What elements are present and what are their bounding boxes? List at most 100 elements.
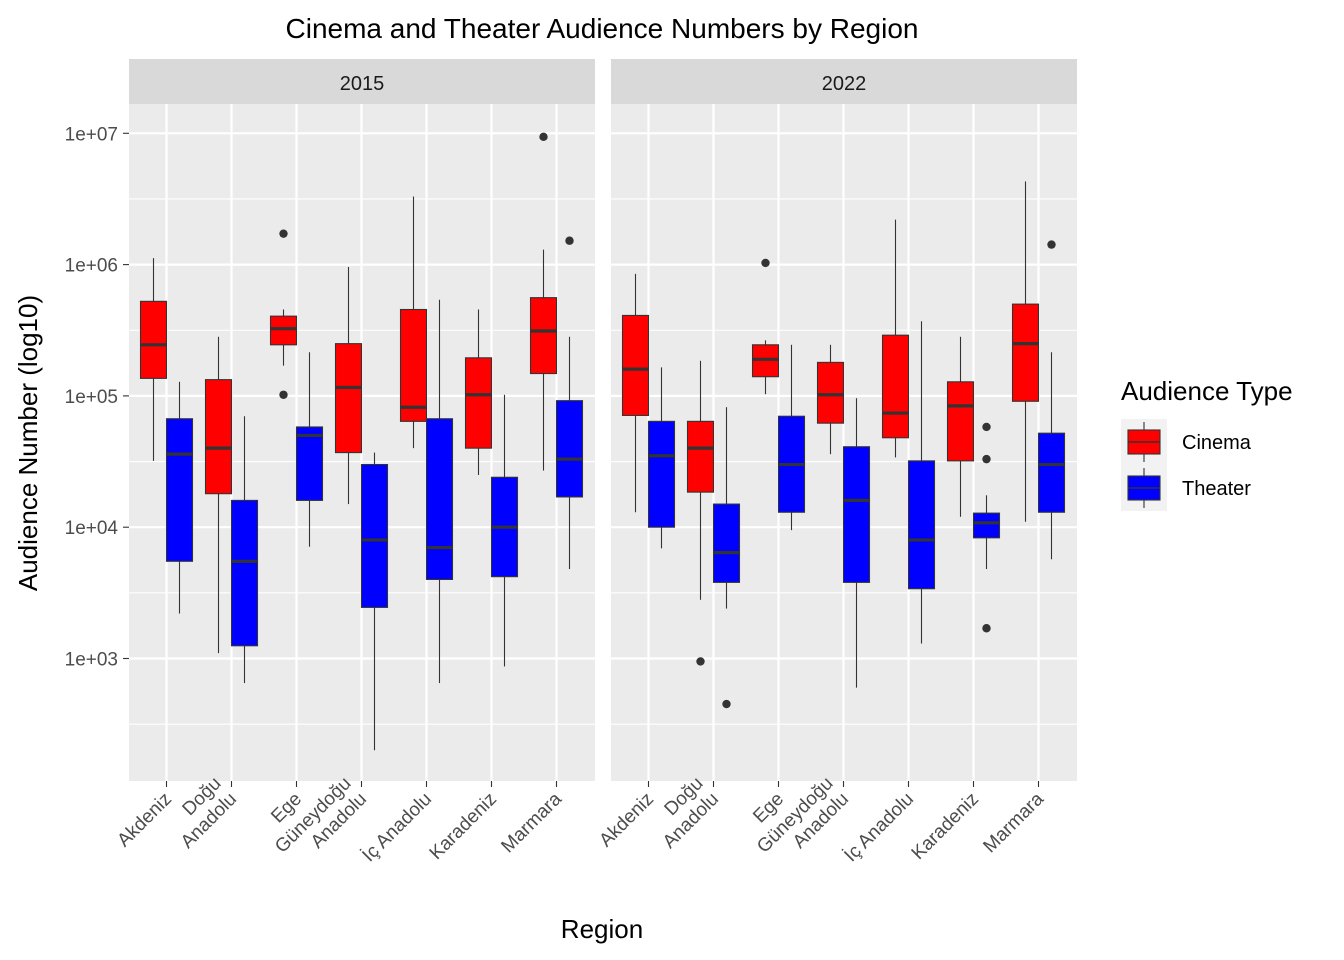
x-tick-label: İç Anadolu [358,789,436,867]
facet-strip [611,59,1077,104]
box-iqr [204,379,233,495]
x-tick-label: Akdeniz [113,789,176,852]
y-tick-label: 1e+06 [65,256,118,277]
series-cinema [621,181,1040,666]
box-cinema [621,273,650,513]
box-iqr [881,334,910,439]
box-iqr [816,361,845,424]
box-theater [230,416,259,684]
box-iqr [1037,432,1066,513]
legend: Audience Type Cinema Theater [1121,376,1293,511]
box-cinema [529,132,558,471]
legend-label: Theater [1182,478,1251,500]
box-cinema [334,266,363,505]
box-theater [647,367,676,549]
box-theater [907,321,936,644]
box-iqr [360,464,389,608]
box-iqr [529,297,558,375]
outlier-point [279,390,288,399]
box-iqr [334,343,363,454]
y-tick-label: 1e+03 [65,650,118,671]
outlier-point [982,422,991,432]
series-theater [647,240,1066,709]
box-cinema [881,219,910,458]
facet-strip-label: 2022 [822,73,867,95]
series-cinema [139,132,558,654]
y-tick-label: 1e+05 [65,387,118,408]
box-iqr [907,460,936,590]
outlier-point [1047,240,1056,249]
x-tick-label: DoğuAnadolu [643,773,723,853]
box-iqr [686,420,715,493]
box-cinema [1011,181,1040,522]
box-theater [555,236,584,570]
x-tick-label: Akdeniz [595,789,658,852]
box-iqr [269,315,298,346]
box-iqr [1011,303,1040,402]
box-theater [490,394,519,667]
box-iqr [946,381,975,462]
y-axis: 1e+03 1e+04 1e+05 1e+06 1e+07 [65,124,129,671]
outlier-point [539,132,548,142]
box-cinema [204,336,233,654]
outlier-point [279,229,288,238]
box-theater [712,407,741,709]
outlier-point [565,236,574,245]
x-tick-label: DoğuAnadolu [161,773,241,853]
box-iqr [842,446,871,583]
legend-item-theater: Theater [1121,465,1251,511]
facet-strip-label: 2015 [340,73,385,95]
x-tick-label: İç Anadolu [840,789,918,867]
legend-label: Cinema [1182,432,1252,454]
box-iqr [425,418,454,580]
x-tick-label: Karadeniz [908,789,983,864]
box-cinema [816,344,845,455]
box-iqr [295,426,324,501]
outlier-point [982,454,991,464]
box-cinema [946,336,975,517]
x-tick-label: Karadeniz [426,789,501,864]
box-theater [425,299,454,684]
facet-strip [129,59,595,104]
y-tick-label: 1e+04 [65,518,119,539]
box-theater [777,344,806,531]
box-theater [842,398,871,688]
x-axis-title: Region [561,914,643,944]
outlier-point [761,258,770,268]
box-iqr [139,300,168,379]
box-cinema [399,196,428,449]
box-iqr [230,499,259,647]
y-axis-title: Audience Number (log10) [13,295,43,591]
box-cinema [751,258,780,395]
outlier-point [982,624,991,633]
box-cinema [269,229,298,399]
x-tick-label: Marmara [979,788,1048,857]
box-iqr [399,308,428,422]
box-iqr [621,314,650,416]
outlier-point [722,699,731,709]
box-iqr [555,400,584,498]
box-cinema [139,258,168,461]
box-theater [972,422,1001,633]
outlier-point [696,657,705,666]
box-theater [360,452,389,751]
box-iqr [712,503,741,583]
box-cinema [686,360,715,666]
box-cinema [464,309,493,475]
box-iqr [165,418,194,562]
box-iqr [647,420,676,528]
legend-title: Audience Type [1121,376,1293,406]
box-theater [295,352,324,547]
x-tick-label: Marmara [497,788,566,857]
series-theater [165,236,584,751]
chart-title: Cinema and Theater Audience Numbers by R… [286,13,919,44]
box-iqr [972,512,1001,539]
box-theater [1037,240,1066,560]
box-iqr [464,357,493,449]
box-theater [165,381,194,614]
y-tick-label: 1e+07 [65,124,118,145]
